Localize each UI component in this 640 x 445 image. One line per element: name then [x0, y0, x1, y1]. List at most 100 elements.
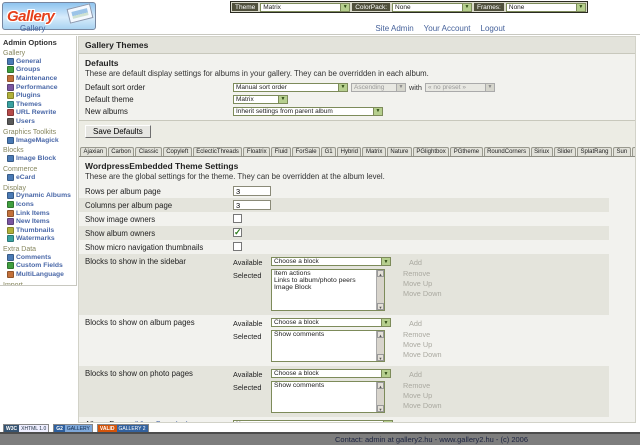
tab-ajaxian[interactable]: Ajaxian — [80, 147, 107, 156]
scroll-down-icon[interactable]: ▼ — [377, 303, 384, 310]
scroll-up-icon[interactable]: ▲ — [377, 331, 384, 338]
users-icon — [7, 117, 14, 125]
listbox-option-item-actions[interactable]: Item actions — [274, 270, 311, 277]
sidebar-item-imagemagick[interactable]: ImageMagick — [3, 136, 76, 145]
tab-pglightbox[interactable]: PGlightbox — [412, 147, 450, 156]
listbox-option-image-block[interactable]: Image Block — [274, 284, 312, 291]
tab-matrix[interactable]: Matrix — [362, 147, 386, 156]
sort-direction-select[interactable]: Ascending ▼ — [351, 82, 406, 92]
tab-copyleft[interactable]: Copyleft — [162, 147, 192, 156]
sidebar-blocks-movedown-link[interactable]: Move Down — [403, 288, 442, 298]
tab-classic[interactable]: Classic — [135, 147, 162, 156]
sidebar-item-plugins[interactable]: Plugins — [3, 91, 76, 100]
listbox-scrollbar[interactable]: ▲ ▼ — [376, 270, 384, 310]
sidebar-item-ecard[interactable]: eCard — [3, 173, 76, 182]
tab-carbon[interactable]: Carbon — [107, 147, 135, 156]
sort-preset-select[interactable]: « no preset » ▼ — [424, 82, 495, 92]
sidebar-item-label: Link Items — [16, 209, 50, 217]
photo-blocks-available-select[interactable]: Choose a block ▼ — [271, 369, 391, 378]
sidebar-item-new-items[interactable]: New Items — [3, 217, 76, 226]
album-blocks-remove-link[interactable]: Remove — [403, 330, 431, 339]
sidebar-item-groups[interactable]: Groups — [3, 66, 76, 75]
album-blocks-add-link[interactable]: Add — [409, 319, 422, 328]
tab-splatrang[interactable]: SplatRang — [576, 147, 612, 156]
tab-floatrix[interactable]: Floatrix — [243, 147, 271, 156]
new-albums-select[interactable]: Inherit settings from parent album ▼ — [233, 106, 383, 116]
album-blocks-available-select[interactable]: Choose a block ▼ — [271, 318, 391, 327]
page-footer: Contact: admin at gallery2.hu - www.gall… — [0, 432, 640, 445]
sidebar-item-custom-fields[interactable]: Custom Fields — [3, 262, 76, 271]
columns-per-page-input[interactable] — [233, 200, 271, 210]
listbox-option-links-to-album-photo-peers[interactable]: Links to album/photo peers — [274, 277, 356, 284]
tab-g1[interactable]: G1 — [321, 147, 337, 156]
scroll-up-icon[interactable]: ▲ — [377, 382, 384, 389]
frames-select[interactable]: None ▼ — [505, 2, 586, 12]
scroll-down-icon[interactable]: ▼ — [377, 405, 384, 412]
listbox-option-show-comments[interactable]: Show comments — [274, 331, 325, 338]
photo-blocks-movedown-link[interactable]: Move Down — [403, 400, 442, 410]
sidebar-item-dynamic-albums[interactable]: Dynamic Albums — [3, 192, 76, 201]
default-theme-select[interactable]: Matrix ▼ — [233, 94, 288, 104]
tab-forsale[interactable]: ForSale — [292, 147, 321, 156]
header-link-site-admin[interactable]: Site Admin — [375, 24, 414, 33]
tab-pgtheme[interactable]: PGtheme — [450, 147, 483, 156]
sidebar-item-label: Maintenance — [16, 74, 58, 82]
colorpack-select[interactable]: None ▼ — [392, 2, 473, 12]
photo-blocks-add-link[interactable]: Add — [409, 370, 422, 379]
theme-select[interactable]: Matrix ▼ — [260, 2, 351, 12]
album-blocks-moveup-link[interactable]: Move Up — [403, 339, 433, 349]
gallery-logo[interactable]: Gallery — [2, 2, 96, 30]
listbox-option-show-comments[interactable]: Show comments — [274, 382, 325, 389]
photo-blocks-remove-link[interactable]: Remove — [403, 381, 431, 390]
sidebar-item-maintenance[interactable]: Maintenance — [3, 74, 76, 83]
sidebar-item-general[interactable]: General — [3, 57, 76, 66]
sidebar-blocks-listbox[interactable]: ▲ ▼ Item actions Links to album/photo peer… — [271, 269, 385, 311]
sidebar-blocks-moveup-link[interactable]: Move Up — [403, 278, 433, 288]
tab-roundcorners[interactable]: RoundCorners — [483, 147, 530, 156]
photo-blocks-moveup-link[interactable]: Move Up — [403, 390, 433, 400]
sidebar-item-multilanguage[interactable]: MultiLanguage — [3, 270, 76, 279]
show-image-owners-checkbox[interactable] — [233, 214, 242, 223]
rows-per-page-input[interactable] — [233, 186, 271, 196]
album-frame-select[interactable]: None▼ — [233, 419, 393, 422]
header-link-your-account[interactable]: Your Account — [423, 24, 471, 33]
tab-hybrid[interactable]: Hybrid — [337, 147, 362, 156]
sidebar-item-thumbnails[interactable]: Thumbnails — [3, 226, 76, 235]
sidebar-blocks-available-select[interactable]: Choose a block ▼ — [271, 257, 391, 266]
sidebar-item-url-rewrite[interactable]: URL Rewrite — [3, 109, 76, 118]
sidebar-blocks-add-link[interactable]: Add — [409, 258, 422, 267]
dynamic-albums-icon — [7, 192, 14, 200]
tab-tile[interactable]: Tile — [631, 147, 635, 156]
listbox-scrollbar[interactable]: ▲ ▼ — [376, 382, 384, 412]
save-defaults-button[interactable]: Save Defaults — [85, 125, 151, 138]
sidebar-item-themes[interactable]: Themes — [3, 100, 76, 109]
breadcrumb[interactable]: Gallery — [20, 24, 46, 33]
tab-fluid[interactable]: Fluid — [271, 147, 292, 156]
tab-siriux[interactable]: Siriux — [530, 147, 553, 156]
sidebar-item-watermarks[interactable]: Watermarks — [3, 235, 76, 244]
sidebar-item-link-items[interactable]: Link Items — [3, 209, 76, 218]
show-micro-nav-checkbox[interactable] — [233, 242, 242, 251]
tab-eclecticthreads[interactable]: EclecticThreads — [192, 147, 243, 156]
sidebar-blocks-remove-link[interactable]: Remove — [403, 269, 431, 278]
header-link-logout[interactable]: Logout — [480, 24, 505, 33]
sidebar-section-import: Import — [3, 281, 23, 286]
tab-slider[interactable]: Slider — [553, 147, 576, 156]
tab-sun[interactable]: Sun — [612, 147, 631, 156]
sidebar-item-icons[interactable]: Icons — [3, 200, 76, 209]
default-sort-order-select[interactable]: Manual sort order ▼ — [233, 82, 348, 92]
photo-blocks-listbox[interactable]: ▲ ▼ Show comments — [271, 381, 385, 413]
photo-blocks-row: Blocks to show on photo pages Available … — [79, 366, 609, 417]
album-blocks-movedown-link[interactable]: Move Down — [403, 349, 442, 359]
sidebar-item-image-block[interactable]: Image Block — [3, 154, 76, 163]
sidebar-item-performance[interactable]: Performance — [3, 83, 76, 92]
scroll-up-icon[interactable]: ▲ — [377, 270, 384, 277]
listbox-scrollbar[interactable]: ▲ ▼ — [376, 331, 384, 361]
sidebar-item-users[interactable]: Users — [3, 117, 76, 126]
scroll-down-icon[interactable]: ▼ — [377, 354, 384, 361]
album-frame-view-samples-link[interactable]: (View Samples) — [134, 420, 188, 422]
show-album-owners-checkbox[interactable] — [233, 227, 242, 238]
sidebar-item-comments[interactable]: Comments — [3, 253, 76, 262]
tab-nature[interactable]: Nature — [386, 147, 412, 156]
album-blocks-listbox[interactable]: ▲ ▼ Show comments — [271, 330, 385, 362]
